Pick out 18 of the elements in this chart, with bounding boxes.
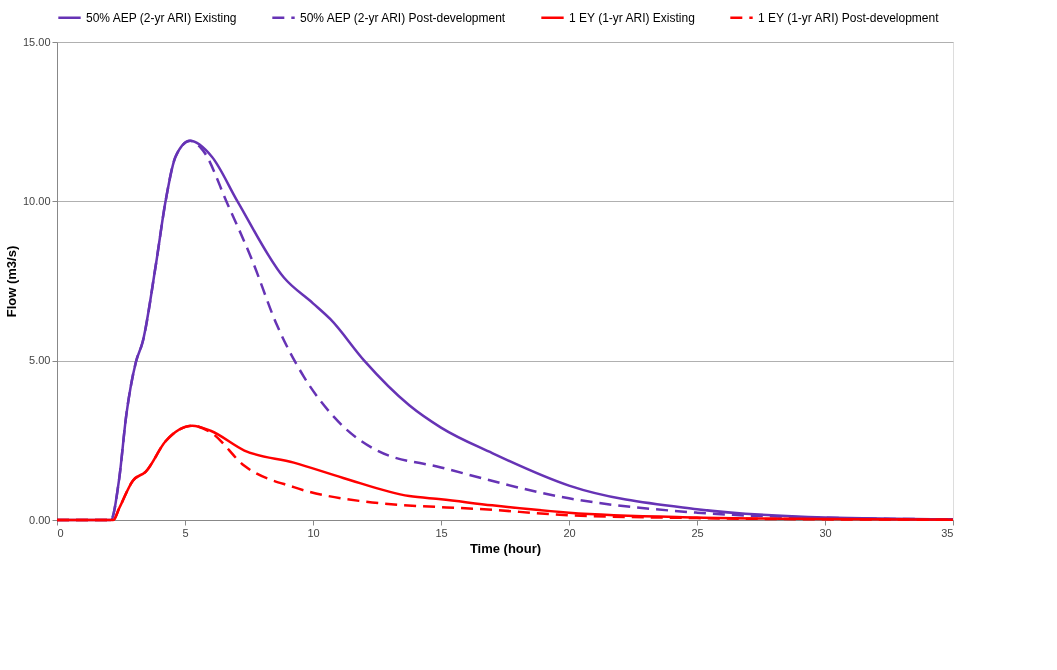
legend-label: 1 EY (1-yr ARI) Post-development	[758, 10, 940, 25]
x-tick-label: 15	[435, 526, 448, 539]
x-tick-label: 20	[563, 526, 576, 539]
y-tick-label: 5.00	[29, 354, 51, 367]
legend-label: 50% AEP (2-yr ARI) Post-development	[300, 10, 506, 25]
x-tick-label: 25	[691, 526, 704, 539]
x-tick-label: 0	[57, 526, 64, 539]
y-tick-label: 15.00	[22, 35, 51, 48]
x-axis-title: Time (hour)	[469, 540, 542, 556]
x-tick-label: 10	[307, 526, 320, 539]
legend-label: 1 EY (1-yr ARI) Existing	[569, 10, 695, 25]
x-tick-label: 35	[941, 526, 954, 539]
x-tick-label: 5	[182, 526, 189, 539]
y-tick-label: 10.00	[22, 194, 51, 207]
x-tick-label: 30	[819, 526, 832, 539]
legend-label: 50% AEP (2-yr ARI) Existing	[86, 10, 237, 25]
y-tick-label: 0.00	[29, 513, 51, 526]
y-axis-title: Flow (m3/s)	[3, 245, 19, 318]
